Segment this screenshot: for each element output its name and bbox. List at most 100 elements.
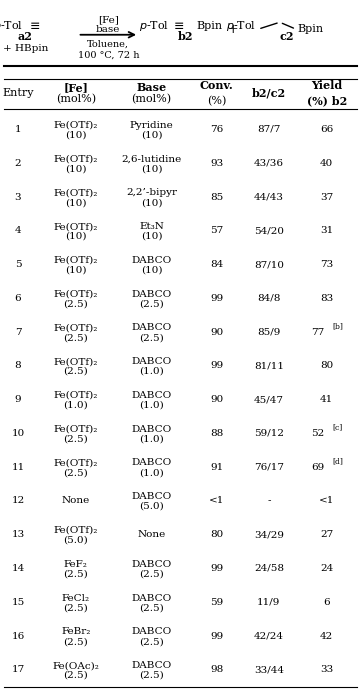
Text: 4: 4 — [15, 227, 21, 236]
Text: 2: 2 — [15, 158, 21, 167]
Text: 85/9: 85/9 — [257, 327, 280, 336]
Text: Fe(OTf)₂: Fe(OTf)₂ — [54, 391, 98, 400]
Text: 2,2’-bipyr: 2,2’-bipyr — [126, 188, 177, 197]
Text: 5: 5 — [15, 260, 21, 269]
Text: 33/44: 33/44 — [254, 665, 284, 674]
Text: (10): (10) — [141, 265, 162, 275]
Text: 40: 40 — [320, 158, 333, 167]
Text: a2: a2 — [18, 31, 33, 42]
Text: 16: 16 — [12, 632, 25, 641]
Text: $p$-Tol: $p$-Tol — [226, 19, 256, 33]
Text: 12: 12 — [12, 496, 25, 505]
Text: 69: 69 — [311, 463, 324, 472]
Text: 31: 31 — [320, 227, 333, 236]
Text: c2: c2 — [280, 31, 294, 42]
Text: 27: 27 — [320, 530, 333, 539]
Text: (%) b2: (%) b2 — [306, 95, 347, 106]
Text: DABCO: DABCO — [131, 459, 172, 468]
Text: 57: 57 — [210, 227, 223, 236]
Text: (10): (10) — [141, 232, 162, 241]
Text: 91: 91 — [210, 463, 223, 472]
Text: (2.5): (2.5) — [139, 300, 164, 309]
Text: (10): (10) — [141, 198, 162, 207]
Text: (10): (10) — [141, 164, 162, 173]
Text: $p$-Tol: $p$-Tol — [139, 19, 170, 33]
Text: Fe(OTf)₂: Fe(OTf)₂ — [54, 357, 98, 366]
Text: 2,6-lutidine: 2,6-lutidine — [122, 154, 182, 163]
Text: Pyridine: Pyridine — [130, 121, 174, 130]
Text: <1: <1 — [319, 496, 334, 505]
Text: 76: 76 — [210, 125, 223, 134]
Text: (2.5): (2.5) — [64, 468, 88, 477]
Text: Et₃N: Et₃N — [139, 222, 164, 231]
Text: 87/10: 87/10 — [254, 260, 284, 269]
Text: <1: <1 — [209, 496, 224, 505]
Text: 24/58: 24/58 — [254, 564, 284, 573]
Text: 37: 37 — [320, 193, 333, 202]
Text: 99: 99 — [210, 294, 223, 303]
Text: (1.0): (1.0) — [64, 401, 88, 409]
Text: 100 °C, 72 h: 100 °C, 72 h — [78, 51, 139, 59]
Text: FeCl₂: FeCl₂ — [62, 594, 90, 603]
Text: (10): (10) — [65, 164, 87, 173]
Text: 42/24: 42/24 — [254, 632, 284, 641]
Text: 17: 17 — [12, 665, 25, 674]
Text: 87/7: 87/7 — [257, 125, 280, 134]
Text: Bpin: Bpin — [298, 24, 324, 34]
Text: 59: 59 — [210, 598, 223, 607]
Text: -: - — [267, 496, 271, 505]
Text: 24: 24 — [320, 564, 333, 573]
Text: 77: 77 — [311, 327, 324, 336]
Text: [Fe]: [Fe] — [98, 15, 119, 24]
Text: 88: 88 — [210, 429, 223, 438]
Text: Fe(OTf)₂: Fe(OTf)₂ — [54, 222, 98, 231]
Text: 15: 15 — [12, 598, 25, 607]
Text: (1.0): (1.0) — [139, 468, 164, 477]
Text: DABCO: DABCO — [131, 594, 172, 603]
Text: DABCO: DABCO — [131, 661, 172, 670]
Text: 73: 73 — [320, 260, 333, 269]
Text: (10): (10) — [141, 131, 162, 140]
Text: Fe(OTf)₂: Fe(OTf)₂ — [54, 256, 98, 265]
Text: (5.0): (5.0) — [64, 536, 88, 545]
Text: 43/36: 43/36 — [254, 158, 284, 167]
Text: (mol%): (mol%) — [56, 94, 96, 104]
Text: 9: 9 — [15, 395, 21, 404]
Text: 76/17: 76/17 — [254, 463, 284, 472]
Text: 80: 80 — [210, 530, 223, 539]
Text: $p$-Tol: $p$-Tol — [0, 19, 23, 33]
Text: Fe(OTf)₂: Fe(OTf)₂ — [54, 425, 98, 434]
Text: (2.5): (2.5) — [64, 300, 88, 309]
Text: Entry: Entry — [2, 88, 34, 98]
Text: (2.5): (2.5) — [139, 333, 164, 342]
Text: 99: 99 — [210, 361, 223, 370]
Text: Base: Base — [136, 82, 167, 93]
Text: (2.5): (2.5) — [139, 637, 164, 646]
Text: 52: 52 — [311, 429, 324, 438]
Text: (2.5): (2.5) — [139, 603, 164, 612]
Text: 10: 10 — [12, 429, 25, 438]
Text: $\equiv$: $\equiv$ — [171, 19, 185, 32]
Text: 3: 3 — [15, 193, 21, 202]
Text: DABCO: DABCO — [131, 628, 172, 637]
Text: (2.5): (2.5) — [64, 367, 88, 376]
Text: Fe(OTf)₂: Fe(OTf)₂ — [54, 459, 98, 468]
Text: 85: 85 — [210, 193, 223, 202]
Text: None: None — [62, 496, 90, 505]
Text: DABCO: DABCO — [131, 425, 172, 434]
Text: Conv.: Conv. — [200, 80, 234, 91]
Text: FeF₂: FeF₂ — [64, 559, 88, 569]
Text: 99: 99 — [210, 564, 223, 573]
Text: 90: 90 — [210, 395, 223, 404]
Text: DABCO: DABCO — [131, 357, 172, 366]
Text: DABCO: DABCO — [131, 492, 172, 501]
Text: 41: 41 — [320, 395, 333, 404]
Text: 33: 33 — [320, 665, 333, 674]
Text: (1.0): (1.0) — [139, 367, 164, 376]
Text: (1.0): (1.0) — [139, 434, 164, 443]
Text: Fe(OTf)₂: Fe(OTf)₂ — [54, 290, 98, 299]
Text: (%): (%) — [207, 96, 226, 106]
Text: (1.0): (1.0) — [139, 401, 164, 409]
Text: (2.5): (2.5) — [64, 671, 88, 680]
Text: (2.5): (2.5) — [139, 569, 164, 578]
